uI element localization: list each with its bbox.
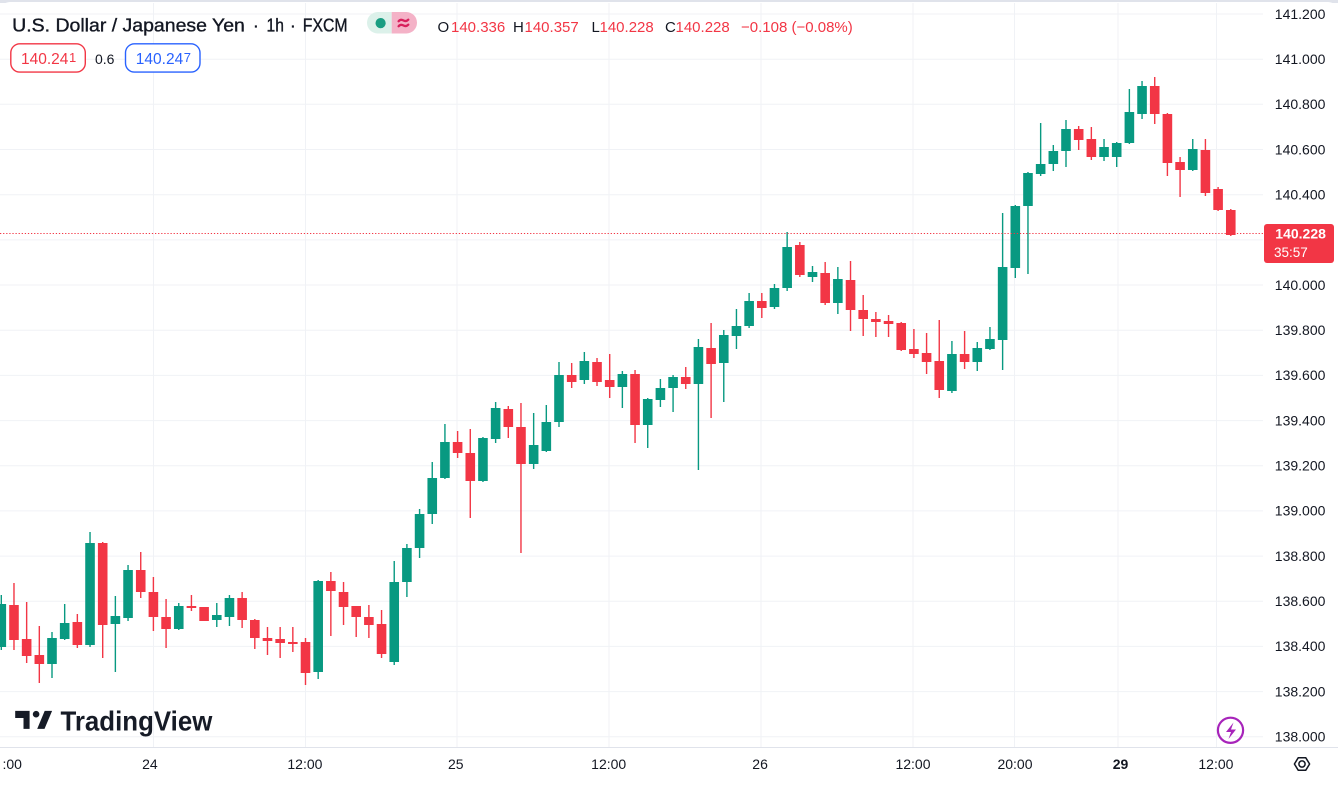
svg-text:24: 24 <box>142 756 158 772</box>
svg-text:139.000: 139.000 <box>1275 503 1326 519</box>
svg-text:140.800: 140.800 <box>1275 96 1326 112</box>
svg-text:25: 25 <box>448 756 464 772</box>
svg-text:U.S. Dollar / Japanese Yen: U.S. Dollar / Japanese Yen <box>12 16 245 36</box>
svg-text:·: · <box>253 16 259 36</box>
svg-text:140.228: 140.228 <box>600 19 654 36</box>
svg-text:12:00: 12:00 <box>287 756 322 772</box>
svg-text:29: 29 <box>1113 756 1129 772</box>
svg-text:L: L <box>592 19 600 36</box>
svg-text:0.6: 0.6 <box>95 51 115 67</box>
svg-text:26: 26 <box>752 756 768 772</box>
svg-text:12:00: 12:00 <box>895 756 930 772</box>
svg-text:140.24: 140.24 <box>136 51 184 68</box>
svg-text:O: O <box>438 19 450 36</box>
svg-text:H: H <box>513 19 524 36</box>
svg-text:TradingView: TradingView <box>61 705 213 736</box>
svg-text:FXCM: FXCM <box>303 16 348 36</box>
svg-text:139.600: 139.600 <box>1275 367 1326 383</box>
svg-text:140.24: 140.24 <box>21 51 69 68</box>
svg-text:12:00: 12:00 <box>1198 756 1233 772</box>
svg-text:−0.108 (−0.08%): −0.108 (−0.08%) <box>741 19 853 36</box>
svg-text:12:00: 12:00 <box>591 756 626 772</box>
svg-text:140.357: 140.357 <box>525 19 579 36</box>
svg-text:140.000: 140.000 <box>1275 277 1326 293</box>
svg-text:141.200: 141.200 <box>1275 6 1326 22</box>
svg-text:140.400: 140.400 <box>1275 187 1326 203</box>
svg-text::00: :00 <box>3 756 23 772</box>
svg-text:·: · <box>290 16 296 36</box>
svg-text:139.200: 139.200 <box>1275 458 1326 474</box>
svg-text:140.600: 140.600 <box>1275 141 1326 157</box>
svg-text:138.600: 138.600 <box>1275 593 1326 609</box>
svg-text:1: 1 <box>69 50 76 65</box>
svg-text:138.200: 138.200 <box>1275 683 1326 699</box>
svg-text:141.000: 141.000 <box>1275 51 1326 67</box>
svg-text:138.000: 138.000 <box>1275 729 1326 745</box>
svg-text:140.228: 140.228 <box>1275 226 1326 242</box>
svg-text:139.800: 139.800 <box>1275 322 1326 338</box>
svg-text:C: C <box>665 19 676 36</box>
svg-text:140.336: 140.336 <box>451 19 505 36</box>
svg-text:138.800: 138.800 <box>1275 548 1326 564</box>
svg-text:7: 7 <box>184 50 191 65</box>
svg-text:20:00: 20:00 <box>997 756 1032 772</box>
svg-text:138.400: 138.400 <box>1275 638 1326 654</box>
svg-text:35:57: 35:57 <box>1274 245 1308 260</box>
svg-text:139.400: 139.400 <box>1275 412 1326 428</box>
svg-text:1h: 1h <box>267 16 284 36</box>
svg-text:140.228: 140.228 <box>676 19 730 36</box>
